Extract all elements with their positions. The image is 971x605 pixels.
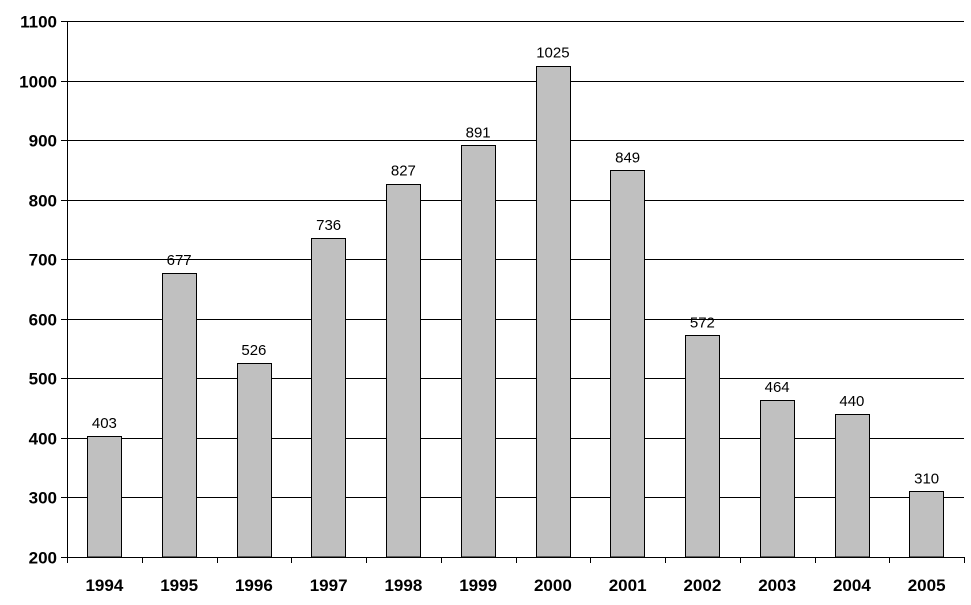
data-label-1995: 677	[167, 252, 192, 269]
x-axis-tick-labels: 1994 1995 1996 1997 1998 1999 2000 2001 2002 2003…	[85, 576, 945, 595]
data-label-1999: 891	[466, 124, 491, 141]
bar-2000	[536, 66, 571, 558]
bar-1996	[237, 363, 272, 558]
x-tick-label-2005: 2005	[908, 576, 946, 595]
x-tick-label-2004: 2004	[833, 576, 871, 595]
data-label-2005: 310	[914, 470, 939, 487]
y-tick-label-700: 700	[29, 251, 57, 270]
bar-1997	[311, 238, 346, 558]
y-tick-label-1100: 1100	[20, 13, 57, 32]
x-tick-label-1996: 1996	[235, 576, 273, 595]
data-label-1994: 403	[92, 415, 117, 432]
bar-2005	[909, 491, 944, 558]
x-tick-label-2001: 2001	[609, 576, 647, 595]
bar-1995	[162, 273, 197, 558]
data-label-2001: 849	[615, 149, 640, 166]
bar-2003	[760, 400, 795, 558]
bar-2002	[685, 335, 720, 558]
data-label-1996: 526	[241, 342, 266, 359]
data-label-2004: 440	[839, 393, 864, 410]
bar-1999	[461, 145, 496, 558]
x-tick-label-1997: 1997	[310, 576, 348, 595]
y-tick-label-900: 900	[29, 132, 57, 151]
y-tick-label-1000: 1000	[19, 73, 57, 92]
bar-2004	[835, 414, 870, 558]
data-labels: 403 677 526 736 827 891 1025 849 572 464 440 310	[92, 45, 939, 488]
data-label-1998: 827	[391, 163, 416, 180]
x-tick-label-2003: 2003	[758, 576, 796, 595]
y-tick-label-300: 300	[29, 489, 57, 508]
x-tick-label-1994: 1994	[85, 576, 123, 595]
data-label-2003: 464	[765, 379, 790, 396]
y-tick-label-200: 200	[29, 549, 57, 568]
x-tick-label-1999: 1999	[459, 576, 497, 595]
y-tick-label-400: 400	[29, 430, 57, 449]
data-label-2002: 572	[690, 314, 715, 331]
grid-lines	[67, 21, 964, 498]
bar-2001	[610, 170, 645, 558]
data-label-2000: 1025	[536, 45, 569, 62]
axes	[61, 21, 965, 563]
x-tick-label-1995: 1995	[160, 576, 198, 595]
bars	[87, 66, 944, 558]
bar-1998	[386, 184, 421, 558]
x-tick-label-2000: 2000	[534, 576, 572, 595]
data-label-1997: 736	[316, 217, 341, 234]
y-tick-label-800: 800	[29, 192, 57, 211]
x-tick-label-1998: 1998	[384, 576, 422, 595]
y-tick-label-500: 500	[29, 370, 57, 389]
x-tick-label-2002: 2002	[683, 576, 721, 595]
y-tick-label-600: 600	[29, 311, 57, 330]
y-axis-tick-labels: 200 300 400 500 600 700 800 900 1000 1100	[19, 13, 57, 568]
bar-1994	[87, 436, 122, 558]
